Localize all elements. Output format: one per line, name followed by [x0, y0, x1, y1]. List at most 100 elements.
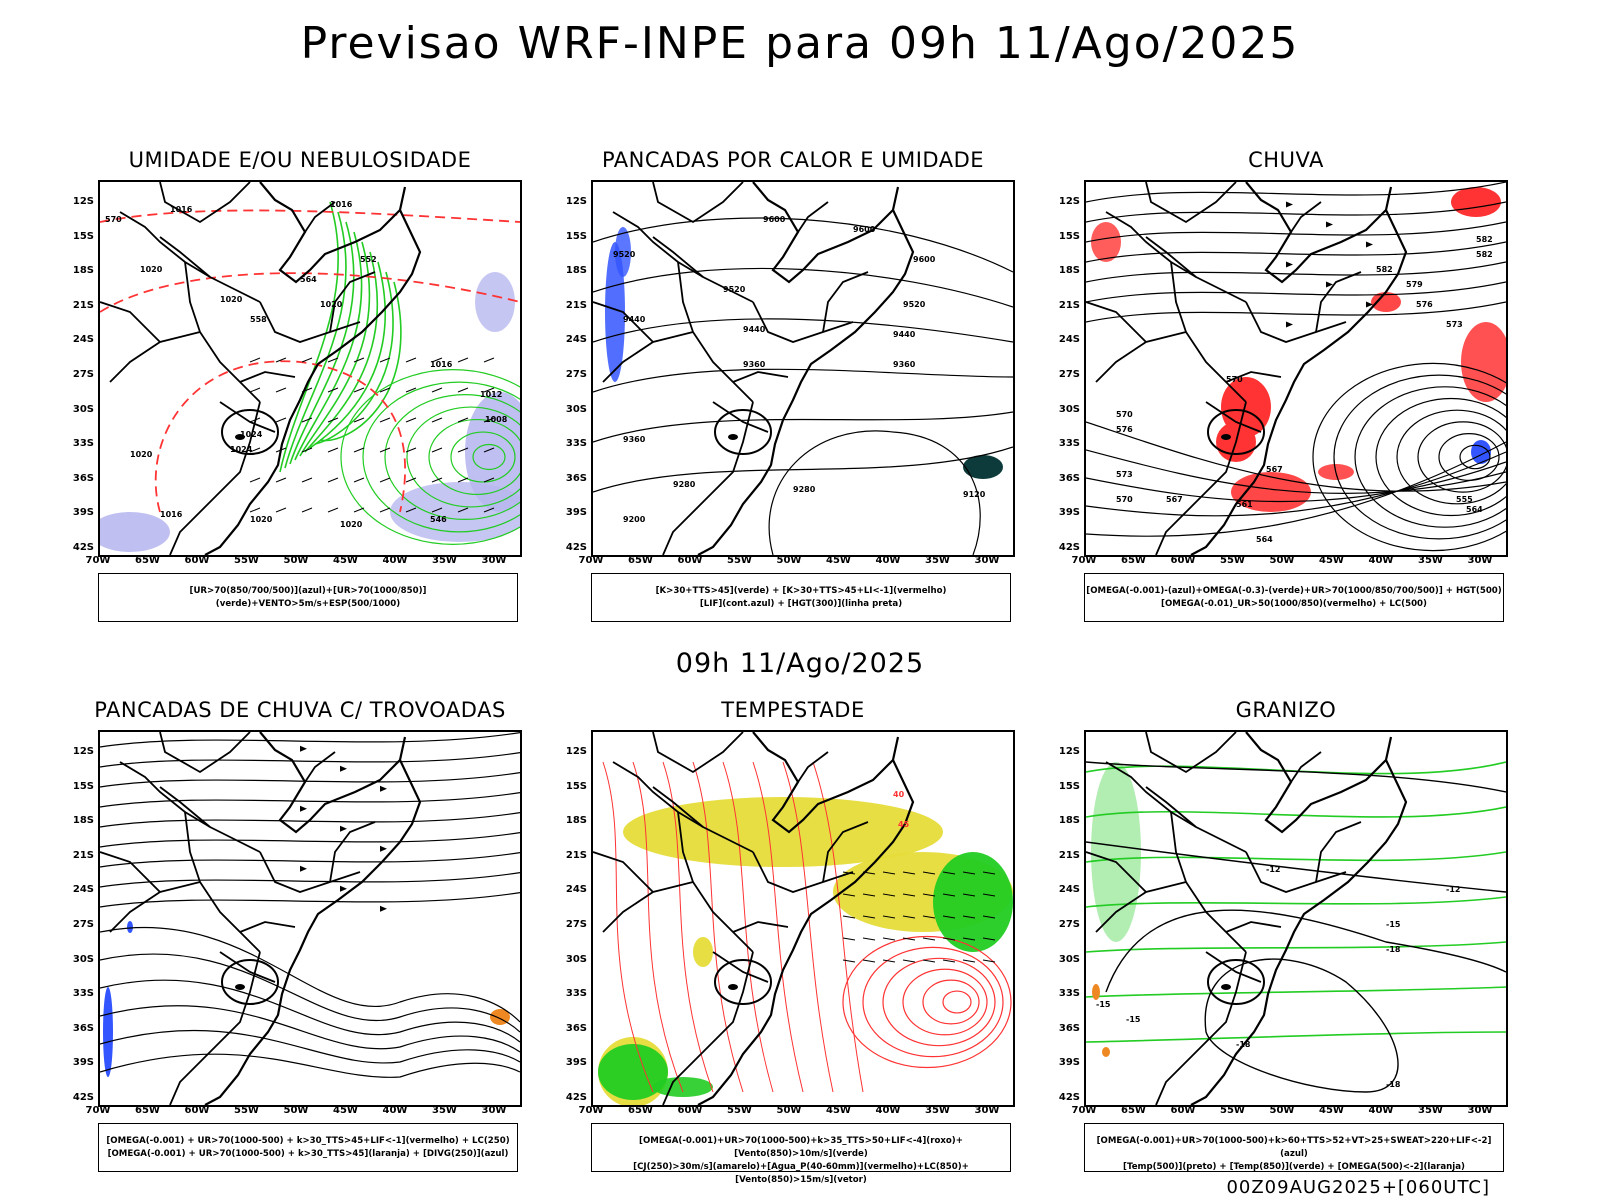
- height-contour: [593, 267, 1013, 308]
- lon-tick-label: 35W: [432, 555, 457, 566]
- lon-tick-label: 55W: [234, 1105, 259, 1116]
- country-border: [602, 881, 694, 933]
- wind-vector: [353, 507, 365, 513]
- streamline: [1086, 301, 1506, 323]
- panel-thunderstorm-showers[interactable]: PANCADAS DE CHUVA C/ TROVOADAS 12S 15S 18S…: [60, 698, 540, 1188]
- panel-humidity[interactable]: UMIDADE E/OU NEBULOSIDADE 1016 1016 1020 10…: [60, 148, 540, 638]
- lat-tick-label: 12S: [72, 746, 94, 757]
- lon-tick-label: 50W: [283, 1105, 309, 1116]
- country-border: [1205, 951, 1262, 983]
- thickness-contour: [100, 209, 520, 223]
- wind-vector: [842, 915, 856, 919]
- country-border: [109, 331, 201, 383]
- country-border: [602, 331, 694, 383]
- country-border: [1145, 236, 1197, 278]
- lon-tick-label: 50W: [776, 555, 802, 566]
- map-frame[interactable]: 9600 9600 9600 9520 9520 9520 9440 9440 9440 9360…: [591, 180, 1015, 557]
- country-border: [677, 811, 754, 953]
- contour-label: 1016: [330, 200, 353, 209]
- country-border: [100, 301, 161, 343]
- legend-line-2: [CJ(250)>30m/s](amarelo)+[Agua_P(40-60mm…: [633, 1162, 969, 1185]
- contour-label: 9440: [743, 325, 766, 334]
- contour-label: 45: [898, 820, 910, 829]
- vortex-contour: [842, 935, 1012, 1069]
- panel-hail[interactable]: GRANIZO -12 -12 -15 -15 -18 -18 -18 -15 12S 15S 1…: [1046, 698, 1526, 1188]
- uruguay-outline: [221, 959, 279, 1005]
- map-frame[interactable]: 40 45: [591, 730, 1015, 1107]
- streamline: [100, 812, 520, 828]
- contour-label: 579: [1406, 280, 1423, 289]
- lon-tick-label: 35W: [925, 555, 950, 566]
- contour-label: 9440: [623, 315, 646, 324]
- lon-tick-label: 70W: [1071, 1105, 1097, 1116]
- country-border: [1086, 301, 1147, 343]
- contour-label: 555: [1456, 495, 1473, 504]
- lat-tick-label: 39S: [565, 1057, 587, 1069]
- omega-area: [1471, 440, 1491, 464]
- streamline: [100, 732, 520, 748]
- panel-storm[interactable]: TEMPESTADE 40 45 12S 15S 18S 21S 24S 27S 30S 33S…: [553, 698, 1033, 1188]
- lat-tick-label: 18S: [72, 265, 94, 277]
- country-border: [1145, 732, 1237, 774]
- height-contour: [593, 411, 1013, 443]
- map-frame[interactable]: 1016 1016 1020 1020 1020 1024 1024 1020 1016 1020…: [98, 180, 522, 557]
- country-border: [1086, 851, 1147, 893]
- height-contour: [593, 217, 1013, 273]
- height-contour: [768, 430, 981, 555]
- wind-vector: [275, 387, 287, 393]
- country-border: [677, 261, 754, 403]
- lat-tick-label: 39S: [1058, 507, 1080, 519]
- contour-label: 1020: [340, 520, 363, 529]
- lat-tick-label: 42S: [1058, 1092, 1080, 1103]
- country-border: [652, 182, 744, 224]
- wind-vector: [842, 959, 856, 963]
- lat-tick-label: 27S: [565, 919, 587, 930]
- wind-vector: [982, 959, 996, 963]
- lat-tick-label: 42S: [1058, 542, 1080, 553]
- lat-tick-label: 30S: [565, 403, 587, 415]
- streamline: [1086, 261, 1506, 283]
- panel-title: TEMPESTADE: [721, 698, 865, 722]
- contour-label: -12: [1266, 865, 1280, 874]
- flow-arrow: [380, 845, 387, 852]
- wind-vector: [902, 915, 916, 919]
- weather-map: [100, 732, 520, 1105]
- map-frame[interactable]: -12 -12 -15 -15 -18 -18 -18 -15: [1084, 730, 1508, 1107]
- contour-label: 561: [1236, 500, 1253, 509]
- vortex-contour: [1312, 362, 1506, 552]
- wind-vector: [982, 937, 996, 941]
- map-frame[interactable]: 582 582 582 579 576 573 570 570 576 573 570 567 564 5…: [1084, 180, 1508, 557]
- strong-wind-area: [933, 852, 1013, 952]
- panel-heat-showers[interactable]: PANCADAS POR CALOR E UMIDADE 9600 9600 960…: [553, 148, 1033, 638]
- wind-vector: [483, 447, 495, 453]
- vortex-contour: [428, 418, 520, 496]
- contour-label: 558: [250, 315, 267, 324]
- instability-area: [963, 455, 1003, 479]
- precipitable-water-contour: [662, 761, 714, 1093]
- country-border: [1245, 851, 1347, 893]
- wind-vector: [327, 447, 339, 453]
- streamline: [1086, 281, 1506, 303]
- lat-tick-label: 27S: [1058, 369, 1080, 380]
- panel-title: PANCADAS POR CALOR E UMIDADE: [601, 148, 985, 172]
- lifted-index-area: [615, 227, 631, 277]
- streamline: [1086, 182, 1506, 203]
- wind-vector: [275, 357, 287, 363]
- country-border: [1290, 751, 1322, 783]
- panel-rain[interactable]: CHUVA 582 582 582 579 576 573 570 570 576 573 570 5…: [1046, 148, 1526, 638]
- wind-vector: [457, 357, 469, 363]
- wind-vector: [379, 447, 391, 453]
- wind-vector: [249, 507, 261, 513]
- map-frame[interactable]: [98, 730, 522, 1107]
- contour-label: 567: [1166, 495, 1183, 504]
- country-border: [169, 951, 261, 1105]
- contour-label: 9200: [623, 515, 646, 524]
- country-border: [184, 261, 261, 403]
- country-border: [662, 401, 754, 555]
- country-border: [732, 371, 789, 383]
- flow-arrow: [340, 765, 347, 772]
- wind-vector: [902, 937, 916, 941]
- wind-vector: [327, 357, 339, 363]
- country-border: [752, 851, 854, 893]
- wind-vector: [457, 417, 469, 423]
